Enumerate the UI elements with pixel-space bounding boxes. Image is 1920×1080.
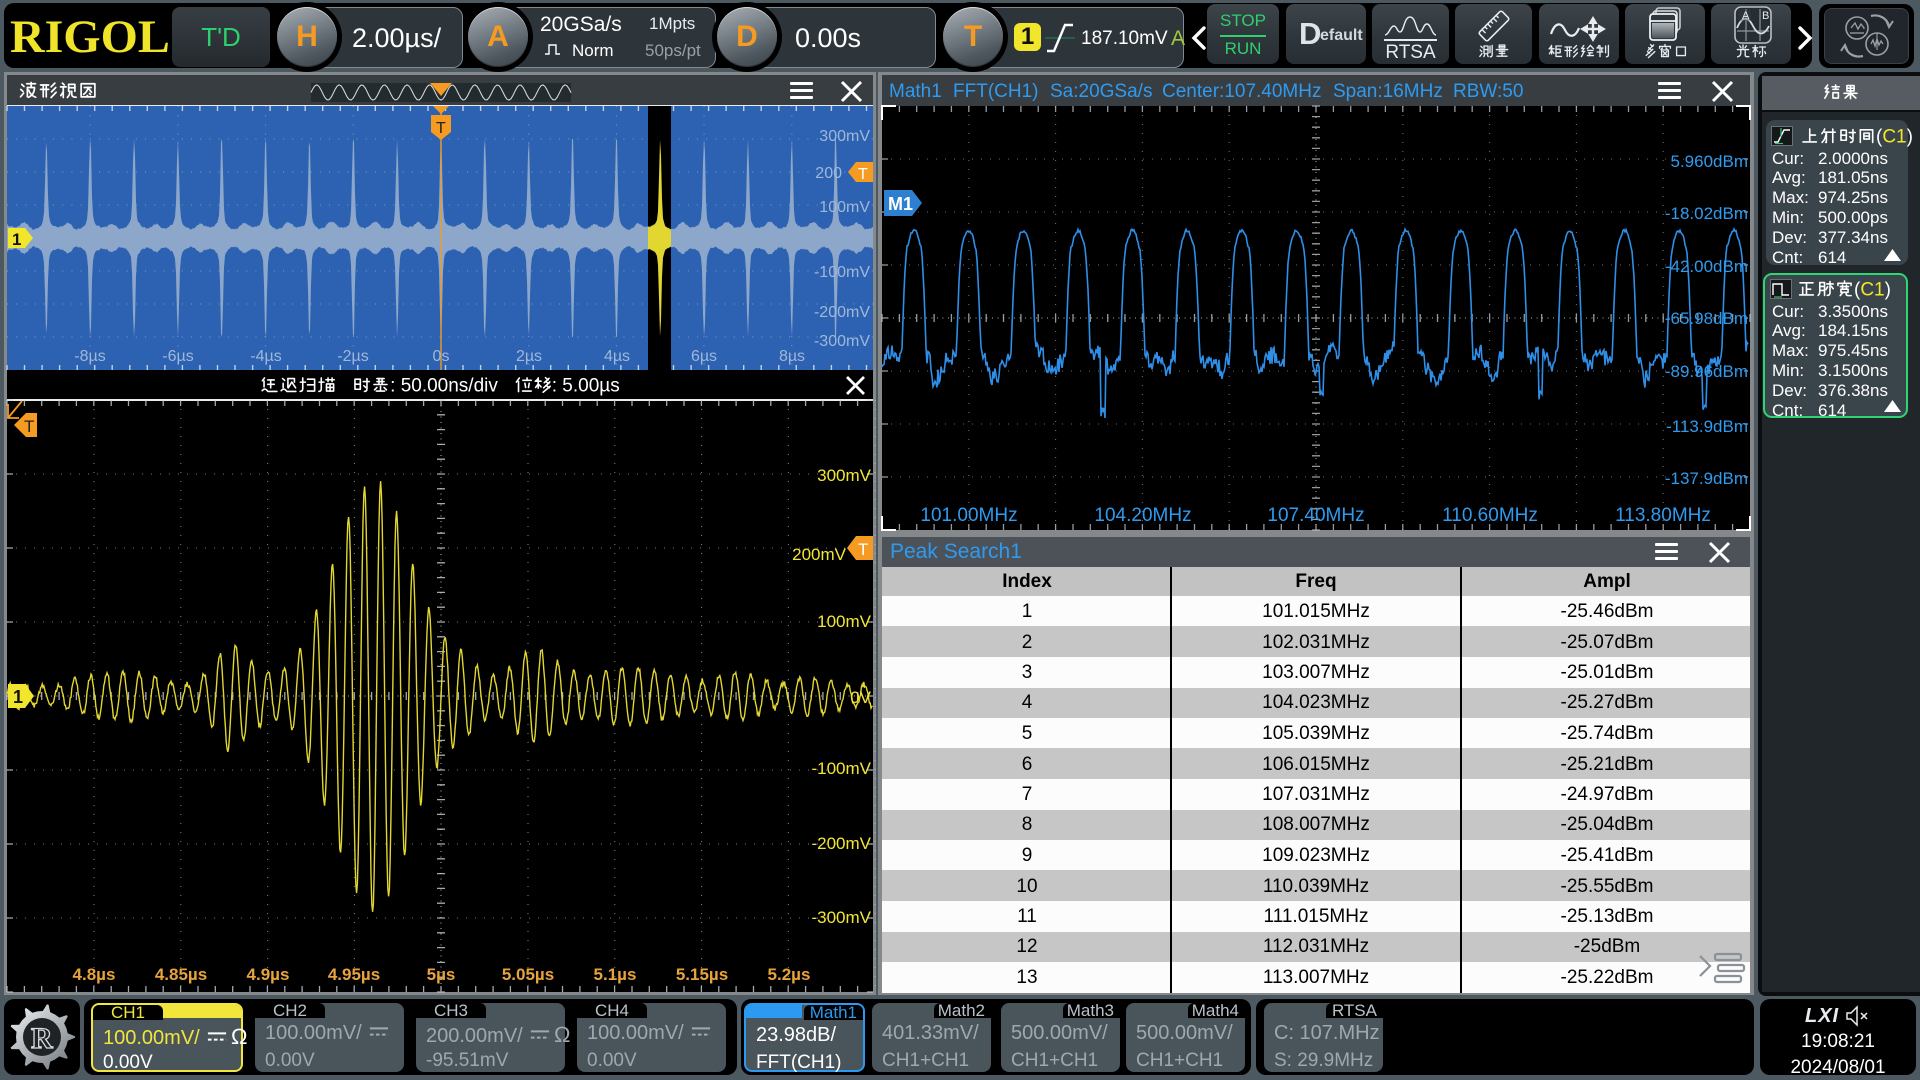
svg-text:T: T — [858, 166, 868, 183]
svg-text:A: A — [1742, 10, 1750, 22]
svg-text:T: T — [436, 120, 446, 137]
svg-text:T: T — [24, 417, 34, 436]
svg-text:1: 1 — [12, 230, 21, 249]
svg-text:M1: M1 — [888, 194, 913, 214]
svg-text:R: R — [31, 1022, 53, 1055]
svg-text:T: T — [858, 540, 868, 559]
svg-text:B: B — [1762, 10, 1769, 22]
svg-text:1: 1 — [13, 687, 23, 707]
